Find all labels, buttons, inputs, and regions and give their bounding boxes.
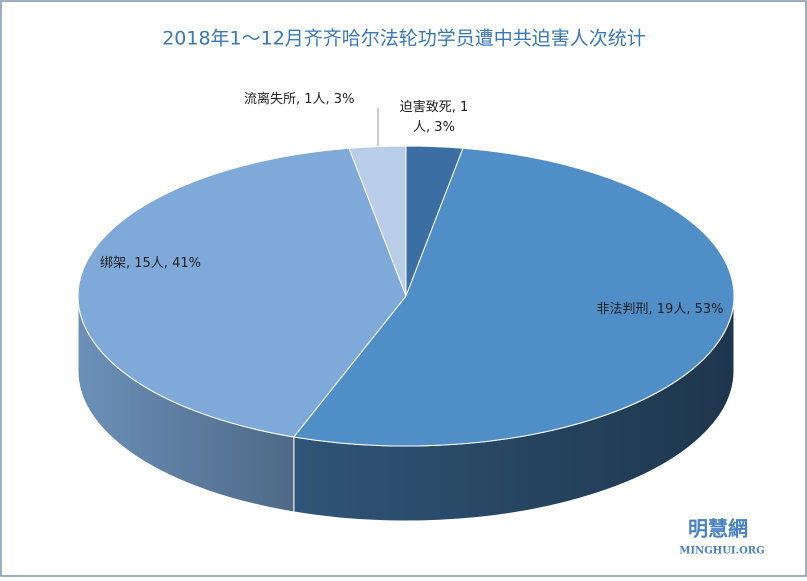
data-label: 迫害致死, 1人, 3% [399,100,469,135]
slice [77,147,407,438]
slice [292,147,735,447]
data-label-box: 流离失所, 1人, 3% [244,92,355,107]
data-label: 非法判刑, 19人, 53% [596,302,724,317]
slice [348,145,407,297]
data-label-box: 绑架, 15人, 41% [100,256,201,271]
data-label-box: 非法判刑, 19人, 53% [596,302,724,317]
data-label: 绑架, 15人, 41% [100,256,201,271]
data-label-box: 迫害致死, 1人, 3% [399,100,469,135]
watermark-url: MINGHUI.ORG [679,546,764,557]
data-label: 流离失所, 1人, 3% [244,92,355,107]
chart-title: 2018年1～12月齐齐哈尔法轮功学员遭中共迫害人次统计 [162,28,646,50]
watermark-name: 明慧網 [688,517,748,541]
